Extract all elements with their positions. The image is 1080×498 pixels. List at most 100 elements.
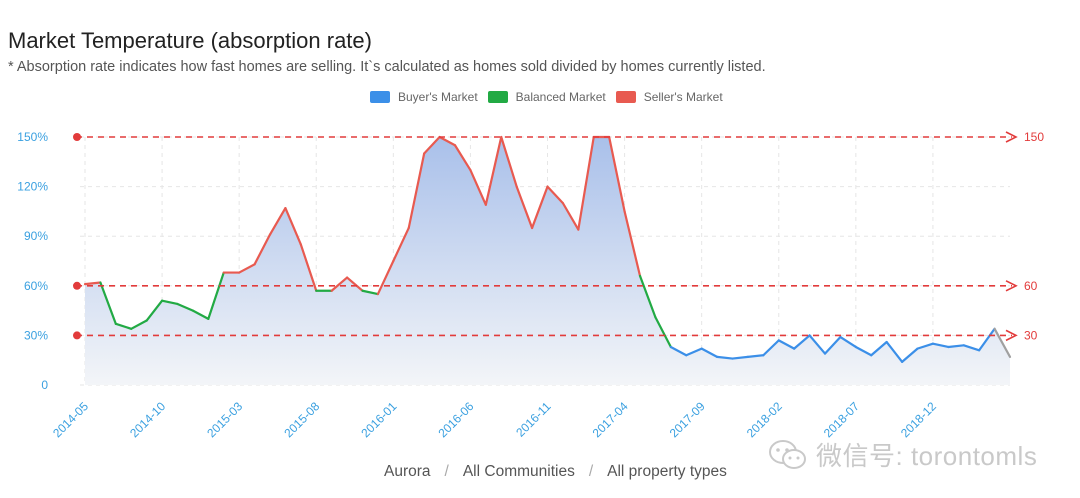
series-line-segment bbox=[130, 319, 148, 330]
watermark: 微信号: torontomls bbox=[768, 436, 1037, 473]
x-tick-label: 2016-06 bbox=[435, 399, 476, 440]
watermark-text: 微信号: torontomls bbox=[816, 441, 1038, 471]
threshold-dot bbox=[73, 281, 81, 290]
series-line-segment bbox=[854, 345, 873, 357]
series-line-segment bbox=[900, 347, 919, 363]
series-line-segment bbox=[530, 185, 549, 230]
series-line-segment bbox=[870, 340, 888, 357]
series-line-segment bbox=[376, 259, 395, 296]
series-line-segment bbox=[916, 342, 935, 350]
series-line-segment bbox=[99, 281, 117, 325]
x-tick-label: 2018-02 bbox=[744, 399, 785, 440]
series-line-segment bbox=[823, 335, 842, 355]
chart-legend: Buyer's Market Balanced Market Seller's … bbox=[370, 90, 723, 104]
series-line-segment bbox=[176, 302, 195, 312]
threshold-arrow bbox=[1005, 329, 1018, 342]
footer-separator: / bbox=[444, 463, 449, 480]
legend-label-balanced: Balanced Market bbox=[515, 90, 606, 104]
y-tick-label: 90% bbox=[24, 229, 48, 243]
series-line-segment bbox=[978, 327, 996, 352]
series-line-segment bbox=[453, 144, 472, 172]
x-tick-label: 2018-12 bbox=[898, 399, 939, 440]
series-line-segment bbox=[160, 299, 179, 306]
series-line-segment bbox=[654, 316, 672, 349]
chart-subtitle: * Absorption rate indicates how fast hom… bbox=[8, 59, 766, 75]
series-line-segment bbox=[577, 135, 595, 231]
wechat-icon bbox=[769, 439, 806, 469]
threshold-dot bbox=[73, 133, 81, 141]
series-line-segment bbox=[484, 135, 503, 206]
threshold-arrow bbox=[1005, 280, 1018, 292]
threshold-dot bbox=[73, 331, 81, 340]
series-line-segment bbox=[238, 263, 256, 274]
series-line-segment bbox=[623, 210, 642, 277]
series-line-segment bbox=[345, 276, 364, 292]
legend-item-buyer[interactable]: Buyer's Market bbox=[370, 90, 478, 104]
y-tick-label: 0 bbox=[41, 378, 48, 392]
x-tick-label: 2017-04 bbox=[590, 399, 631, 440]
series-line-segment bbox=[500, 135, 518, 188]
series-line-segment bbox=[561, 202, 580, 231]
y-tick-label: 120% bbox=[17, 180, 48, 194]
series-line-segment bbox=[947, 344, 965, 349]
series-line-segment bbox=[361, 289, 380, 296]
series-line-segment bbox=[993, 327, 1012, 358]
series-line-segment bbox=[423, 135, 441, 155]
series-line-segment bbox=[608, 135, 626, 213]
footer-region[interactable]: Aurora bbox=[384, 463, 431, 480]
y-tick-label: 150% bbox=[17, 130, 48, 144]
series-line-segment bbox=[731, 355, 750, 360]
series-line-segment bbox=[638, 274, 657, 319]
series-line-segment bbox=[700, 347, 719, 358]
x-tick-label: 2015-08 bbox=[281, 399, 322, 440]
footer-communities[interactable]: All Communities bbox=[462, 463, 575, 480]
series-line-segment bbox=[931, 342, 950, 349]
footer-separator: / bbox=[588, 463, 594, 480]
series-line-segment bbox=[268, 206, 287, 236]
legend-swatch-balanced bbox=[487, 91, 508, 103]
series-line-segment bbox=[191, 309, 210, 320]
series-line-segment bbox=[962, 344, 981, 352]
legend-item-balanced[interactable]: Balanced Market bbox=[487, 90, 606, 104]
legend-item-seller[interactable]: Seller's Market bbox=[615, 90, 723, 104]
series-line-segment bbox=[253, 233, 272, 266]
series-line-segment bbox=[777, 339, 796, 350]
series-line-segment bbox=[746, 354, 765, 358]
series-line-segment bbox=[839, 335, 857, 349]
series-line-segment bbox=[330, 276, 349, 292]
series-line-segment bbox=[546, 185, 565, 205]
series-line-segment bbox=[438, 135, 457, 147]
threshold-arrow bbox=[1005, 131, 1018, 143]
legend-swatch-seller bbox=[615, 91, 636, 103]
x-tick-label: 2014-05 bbox=[50, 399, 91, 440]
series-line-segment bbox=[885, 340, 904, 363]
legend-label-buyer: Buyer's Market bbox=[398, 90, 478, 104]
legend-label-seller: Seller's Market bbox=[643, 90, 723, 104]
series-line-segment bbox=[83, 281, 102, 286]
series-line-segment bbox=[284, 206, 302, 246]
footer-property-types[interactable]: All property types bbox=[607, 463, 727, 480]
series-line-segment bbox=[515, 185, 534, 230]
chart-title: Market Temperature (absorption rate) bbox=[8, 28, 372, 53]
legend-swatch-buyer bbox=[370, 91, 390, 103]
series-line-segment bbox=[669, 345, 688, 357]
y-tick-label: 30% bbox=[24, 328, 48, 342]
series-line-segment bbox=[114, 322, 133, 330]
area-fill bbox=[85, 137, 1010, 385]
series-line-segment bbox=[715, 355, 734, 360]
x-tick-label: 2016-11 bbox=[513, 399, 554, 440]
x-tick-label: 2014-10 bbox=[127, 399, 168, 440]
threshold-label: 30 bbox=[1024, 328, 1038, 342]
x-tick-label: 2016-01 bbox=[358, 399, 399, 440]
x-tick-label: 2018-07 bbox=[821, 399, 862, 440]
threshold-label: 60 bbox=[1024, 279, 1038, 293]
series-line-segment bbox=[299, 243, 318, 292]
x-tick-label: 2017-09 bbox=[667, 399, 708, 440]
series-line-segment bbox=[392, 226, 410, 263]
series-line-segment bbox=[207, 271, 225, 320]
series-line-segment bbox=[407, 152, 426, 230]
series-line-segment bbox=[762, 339, 780, 357]
series-line-segment bbox=[685, 347, 703, 357]
x-tick-label: 2015-03 bbox=[204, 399, 245, 440]
